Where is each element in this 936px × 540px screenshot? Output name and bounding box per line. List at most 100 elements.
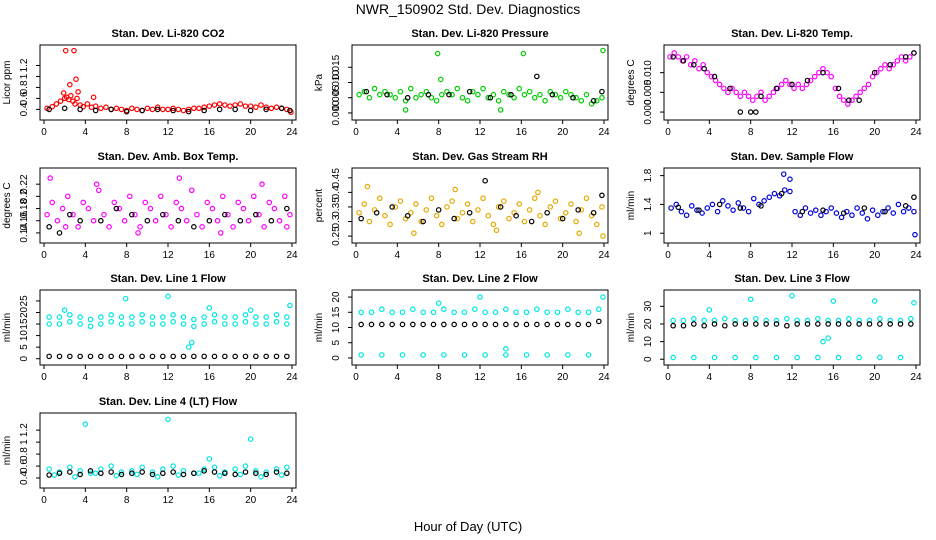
data-point [428, 195, 435, 202]
data-point [490, 221, 497, 228]
data-point [537, 212, 543, 219]
data-point [56, 314, 63, 320]
data-point [98, 314, 104, 320]
x-tick-label: 12 [162, 250, 174, 261]
y-axis-label: ml/min [626, 191, 637, 220]
y-axis-label: ml/min [626, 313, 637, 342]
data-point [887, 317, 893, 324]
data-point [98, 217, 104, 224]
data-point [211, 464, 218, 471]
data-point [77, 314, 83, 320]
data-point [680, 317, 687, 324]
data-point [516, 201, 523, 207]
data-point [183, 217, 190, 224]
chart-panel-7: Stan. Dev. Line 1 Flow ml/min 0 4 8 12 16 20 24 0… [2, 273, 298, 383]
data-point [521, 91, 528, 98]
data-point [180, 468, 187, 474]
data-point [866, 321, 873, 327]
data-point [80, 199, 87, 206]
data-point [773, 85, 780, 92]
data-point [46, 472, 52, 478]
data-point [160, 314, 166, 320]
data-point [722, 322, 728, 329]
y-axis-label: ml/min [314, 313, 325, 342]
data-point [222, 102, 228, 108]
data-point [799, 85, 806, 92]
x-tick-label: 8 [124, 250, 130, 261]
data-point [74, 95, 80, 102]
data-point [176, 175, 183, 181]
data-point [811, 73, 818, 80]
y-tick-label: 1 [19, 439, 30, 445]
data-point [358, 215, 364, 222]
data-point [704, 69, 711, 76]
data-point [531, 94, 538, 101]
data-point [168, 224, 174, 230]
data-point [196, 470, 202, 477]
data-point [170, 463, 176, 469]
data-point [675, 204, 682, 211]
data-point [557, 94, 564, 101]
data-point [452, 186, 459, 193]
data-point [784, 322, 790, 329]
data-point [503, 306, 509, 313]
data-point [542, 97, 548, 104]
data-point [593, 221, 600, 228]
data-point [206, 305, 213, 311]
data-point [444, 204, 450, 210]
data-series-2 [670, 50, 917, 115]
data-point [72, 474, 78, 480]
data-point [413, 94, 419, 101]
y-tick-label: 1 [19, 73, 30, 79]
x-tick-label: 12 [474, 250, 486, 261]
data-point [404, 94, 411, 101]
data-point [701, 322, 707, 329]
data-point [77, 217, 83, 224]
data-point [206, 456, 213, 462]
data-point [885, 205, 891, 211]
y-tick-label: 0.010 [331, 70, 342, 95]
data-point [667, 54, 673, 60]
x-tick-label: 24 [286, 127, 298, 138]
data-point [113, 105, 120, 112]
data-point [54, 217, 61, 224]
y-tick-label: 25 [19, 295, 30, 307]
data-point [113, 472, 120, 479]
data-point [62, 224, 69, 230]
data-point [596, 306, 602, 313]
data-point [178, 205, 185, 212]
data-point [820, 338, 826, 345]
data-point [570, 94, 576, 101]
data-point [544, 309, 550, 316]
data-point [815, 354, 821, 361]
x-tick-label: 16 [828, 372, 840, 383]
data-point [472, 306, 478, 313]
data-point [72, 101, 78, 107]
data-point [147, 205, 154, 212]
data-point [139, 311, 145, 318]
plot-frame [39, 167, 297, 244]
data-point [833, 210, 840, 216]
data-point [433, 212, 440, 219]
data-point [284, 205, 290, 212]
data-point [263, 314, 269, 320]
data-series-2 [46, 105, 293, 115]
data-point [49, 103, 56, 110]
data-point [170, 311, 176, 318]
data-point [742, 317, 749, 324]
x-tick-label: 16 [516, 372, 528, 383]
data-point [242, 463, 249, 469]
x-tick-label: 8 [748, 127, 754, 138]
data-point [160, 470, 166, 477]
data-point [890, 210, 897, 216]
data-point [908, 321, 914, 327]
data-point [840, 97, 847, 104]
x-tick-label: 24 [286, 495, 298, 506]
data-point [256, 211, 262, 218]
data-point [711, 317, 718, 324]
data-point [464, 201, 471, 207]
data-point [741, 89, 748, 96]
data-point [134, 106, 140, 113]
y-tick-label: 1.4 [643, 197, 654, 211]
data-point [46, 321, 52, 327]
